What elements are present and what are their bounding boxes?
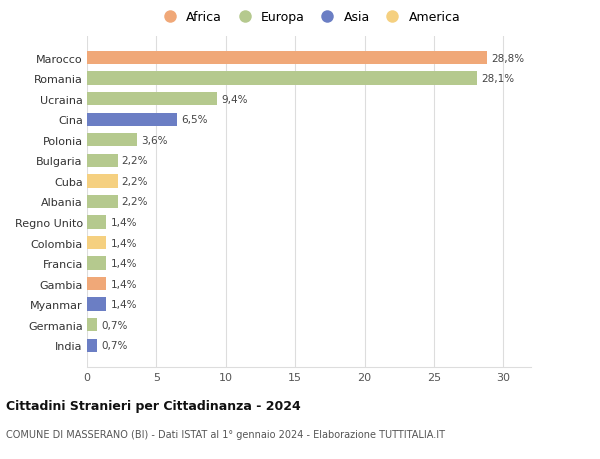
- Text: 2,2%: 2,2%: [122, 156, 148, 166]
- Bar: [87, 298, 106, 311]
- Bar: [87, 319, 97, 332]
- Text: 0,7%: 0,7%: [101, 341, 127, 351]
- Bar: [87, 175, 118, 188]
- Text: 1,4%: 1,4%: [110, 258, 137, 269]
- Text: 1,4%: 1,4%: [110, 218, 137, 228]
- Text: 1,4%: 1,4%: [110, 300, 137, 309]
- Text: 1,4%: 1,4%: [110, 279, 137, 289]
- Bar: [87, 113, 177, 127]
- Text: Cittadini Stranieri per Cittadinanza - 2024: Cittadini Stranieri per Cittadinanza - 2…: [6, 399, 301, 412]
- Bar: [87, 236, 106, 250]
- Text: 28,8%: 28,8%: [491, 53, 524, 63]
- Text: 2,2%: 2,2%: [122, 197, 148, 207]
- Bar: [87, 72, 477, 85]
- Bar: [87, 277, 106, 291]
- Legend: Africa, Europa, Asia, America: Africa, Europa, Asia, America: [158, 11, 460, 24]
- Bar: [87, 93, 217, 106]
- Bar: [87, 195, 118, 209]
- Text: 28,1%: 28,1%: [481, 74, 514, 84]
- Bar: [87, 257, 106, 270]
- Bar: [87, 216, 106, 229]
- Text: 0,7%: 0,7%: [101, 320, 127, 330]
- Bar: [87, 339, 97, 352]
- Text: 3,6%: 3,6%: [141, 135, 167, 146]
- Text: 6,5%: 6,5%: [181, 115, 208, 125]
- Bar: [87, 134, 137, 147]
- Text: 1,4%: 1,4%: [110, 238, 137, 248]
- Bar: [87, 52, 487, 65]
- Text: COMUNE DI MASSERANO (BI) - Dati ISTAT al 1° gennaio 2024 - Elaborazione TUTTITAL: COMUNE DI MASSERANO (BI) - Dati ISTAT al…: [6, 429, 445, 439]
- Bar: [87, 154, 118, 168]
- Text: 2,2%: 2,2%: [122, 176, 148, 186]
- Text: 9,4%: 9,4%: [221, 95, 248, 104]
